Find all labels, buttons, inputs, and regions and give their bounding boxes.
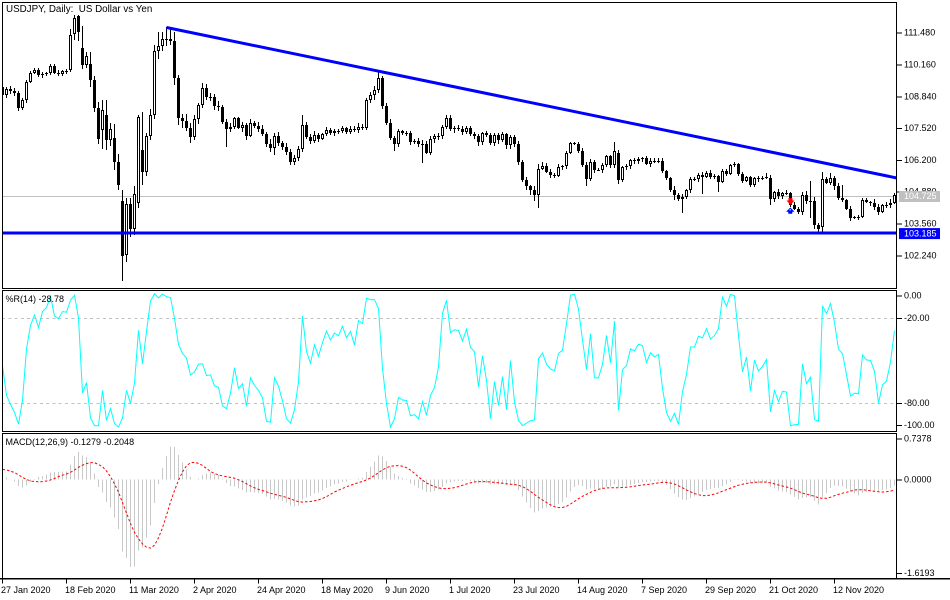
svg-text:2 Apr 2020: 2 Apr 2020 xyxy=(193,585,237,595)
svg-text:24 Apr 2020: 24 Apr 2020 xyxy=(257,585,306,595)
svg-text:-20.00: -20.00 xyxy=(904,313,930,323)
svg-text:MACD(12,26,9) -0.1279 -0.2048: MACD(12,26,9) -0.1279 -0.2048 xyxy=(6,437,135,447)
svg-text:0.0000: 0.0000 xyxy=(904,475,932,485)
svg-text:11 Mar 2020: 11 Mar 2020 xyxy=(129,585,179,595)
svg-text:0.7378: 0.7378 xyxy=(904,434,932,444)
svg-text:107.520: 107.520 xyxy=(904,123,937,133)
svg-text:9 Jun 2020: 9 Jun 2020 xyxy=(385,585,430,595)
svg-text:USDJPY, Daily: US Dollar vs Y: USDJPY, Daily: US Dollar vs Yen xyxy=(6,4,152,15)
svg-text:1 Jul 2020: 1 Jul 2020 xyxy=(449,585,491,595)
svg-text:106.200: 106.200 xyxy=(904,155,937,165)
svg-text:108.840: 108.840 xyxy=(904,91,937,101)
svg-text:18 May 2020: 18 May 2020 xyxy=(321,585,373,595)
svg-text:14 Aug 2020: 14 Aug 2020 xyxy=(577,585,628,595)
svg-text:23 Jul 2020: 23 Jul 2020 xyxy=(513,585,560,595)
svg-text:102.240: 102.240 xyxy=(904,250,937,260)
svg-text:18 Feb 2020: 18 Feb 2020 xyxy=(65,585,116,595)
svg-text:12 Nov 2020: 12 Nov 2020 xyxy=(833,585,884,595)
svg-text:-100.00: -100.00 xyxy=(904,420,935,430)
svg-text:21 Oct 2020: 21 Oct 2020 xyxy=(769,585,818,595)
svg-text:29 Sep 2020: 29 Sep 2020 xyxy=(705,585,756,595)
svg-text:27 Jan 2020: 27 Jan 2020 xyxy=(1,585,51,595)
svg-text:7 Sep 2020: 7 Sep 2020 xyxy=(641,585,687,595)
svg-text:111.480: 111.480 xyxy=(904,28,935,38)
svg-text:-1.6193: -1.6193 xyxy=(904,568,935,578)
svg-text:-80.00: -80.00 xyxy=(904,398,930,408)
svg-text:104.725: 104.725 xyxy=(904,191,937,201)
svg-text:%R(14) -28.78: %R(14) -28.78 xyxy=(6,294,65,304)
svg-text:103.560: 103.560 xyxy=(904,219,937,229)
svg-text:110.160: 110.160 xyxy=(904,60,936,70)
svg-text:103.185: 103.185 xyxy=(904,228,937,238)
svg-text:0.00: 0.00 xyxy=(904,291,922,301)
